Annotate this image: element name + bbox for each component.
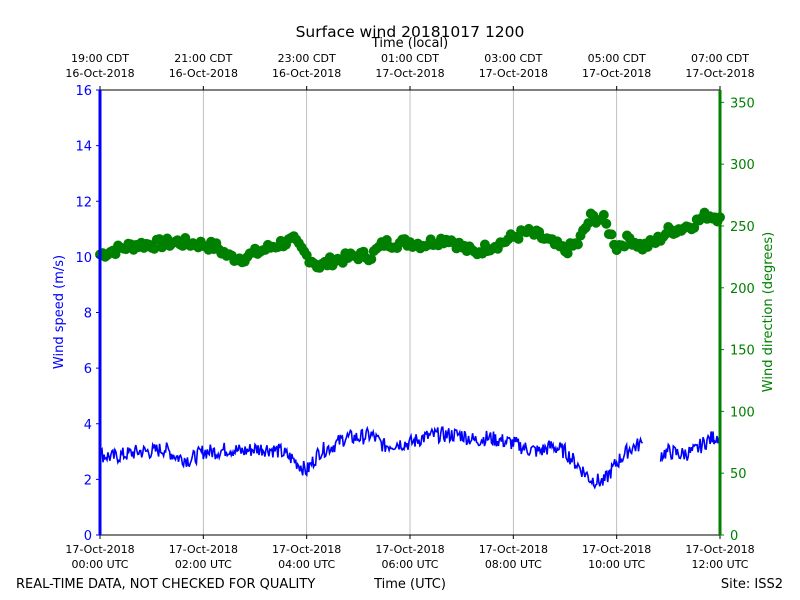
right-axis-label: Wind direction (degrees): [761, 232, 776, 392]
wind-direction-point: [572, 239, 583, 250]
bottom-tick-time: 12:00 UTC: [691, 558, 748, 571]
wind-direction-point: [619, 241, 630, 252]
wind-speed-line: [99, 425, 644, 490]
left-tick-label: 8: [84, 307, 92, 322]
bottom-tick-date: 17-Oct-2018: [479, 543, 548, 556]
wind-direction-point: [149, 243, 160, 254]
bottom-tick-date: 17-Oct-2018: [375, 543, 444, 556]
top-tick-date: 17-Oct-2018: [375, 67, 444, 80]
right-tick-label: 100: [730, 405, 755, 420]
left-tick-label: 0: [84, 529, 92, 544]
chart-title: Surface wind 20181017 1200: [296, 23, 525, 41]
wind-direction-point: [689, 222, 700, 233]
left-tick-label: 4: [84, 418, 92, 433]
bottom-tick-time: 08:00 UTC: [485, 558, 542, 571]
bottom-axis-label: Time (UTC): [373, 577, 446, 592]
bottom-tick-time: 06:00 UTC: [381, 558, 438, 571]
right-tick-label: 250: [730, 220, 755, 235]
right-tick-label: 50: [730, 467, 747, 482]
site-label: Site: ISS2: [721, 577, 783, 592]
top-tick-time: 23:00 CDT: [278, 52, 336, 65]
bottom-tick-time: 10:00 UTC: [588, 558, 645, 571]
top-tick-time: 19:00 CDT: [71, 52, 129, 65]
wind-direction-series: [95, 207, 725, 273]
left-tick-label: 10: [75, 251, 92, 266]
left-tick-label: 12: [75, 195, 92, 210]
gridlines: [202, 90, 618, 535]
top-tick-time: 03:00 CDT: [484, 52, 542, 65]
bottom-tick-time: 00:00 UTC: [71, 558, 128, 571]
left-tick-label: 2: [84, 473, 92, 488]
bottom-tick-date: 17-Oct-2018: [65, 543, 134, 556]
wind-direction-point: [513, 233, 524, 244]
top-tick-date: 17-Oct-2018: [685, 67, 754, 80]
left-tick-label: 6: [84, 362, 92, 377]
wind-direction-point: [601, 218, 612, 229]
top-tick-date: 17-Oct-2018: [479, 67, 548, 80]
top-axis-label: Time (local): [371, 36, 448, 51]
bottom-tick-date: 17-Oct-2018: [169, 543, 238, 556]
top-tick-date: 16-Oct-2018: [169, 67, 238, 80]
wind-direction-point: [583, 218, 594, 229]
wind-direction-point: [598, 209, 609, 220]
top-tick-time: 07:00 CDT: [691, 52, 749, 65]
right-tick-label: 300: [730, 158, 755, 173]
top-tick-date: 16-Oct-2018: [65, 67, 134, 80]
wind-direction-point: [606, 229, 617, 240]
left-axis-label: Wind speed (m/s): [52, 255, 67, 369]
right-tick-label: 200: [730, 282, 755, 297]
bottom-tick-time: 04:00 UTC: [278, 558, 335, 571]
axis-ticks: 17-Oct-2018 00:00 UTC 17-Oct-2018 02:00 UTC…: [65, 52, 754, 571]
top-tick-time: 01:00 CDT: [381, 52, 439, 65]
top-tick-time: 21:00 CDT: [174, 52, 232, 65]
right-tick-label: 350: [730, 96, 755, 111]
wind-direction-point: [562, 248, 573, 259]
right-tick-label: 0: [730, 529, 738, 544]
top-tick-time: 05:00 CDT: [588, 52, 646, 65]
quality-disclaimer: REAL-TIME DATA, NOT CHECKED FOR QUALITY: [16, 577, 315, 592]
wind-speed-line: [659, 431, 721, 463]
bottom-tick-date: 17-Oct-2018: [582, 543, 651, 556]
bottom-tick-date: 17-Oct-2018: [685, 543, 754, 556]
top-tick-date: 17-Oct-2018: [582, 67, 651, 80]
bottom-tick-date: 17-Oct-2018: [272, 543, 341, 556]
left-tick-label: 16: [75, 84, 92, 99]
wind-direction-point: [366, 254, 377, 265]
right-tick-label: 150: [730, 344, 755, 359]
bottom-tick-time: 02:00 UTC: [175, 558, 232, 571]
left-tick-label: 14: [75, 140, 92, 155]
top-tick-date: 16-Oct-2018: [272, 67, 341, 80]
wind-speed-series: [99, 425, 721, 490]
